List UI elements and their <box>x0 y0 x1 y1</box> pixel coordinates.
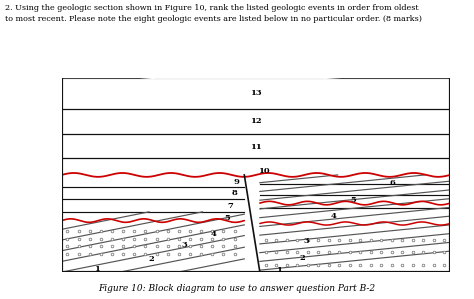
Text: 2. Using the geologic section shown in Figure 10, rank the listed geologic event: 2. Using the geologic section shown in F… <box>5 4 422 23</box>
Text: 1: 1 <box>276 266 282 274</box>
Text: 2: 2 <box>148 255 154 263</box>
Text: 11: 11 <box>250 143 262 151</box>
Text: 9: 9 <box>234 178 239 186</box>
Text: 8: 8 <box>232 189 237 197</box>
Text: 7: 7 <box>228 202 234 210</box>
Text: 4: 4 <box>210 230 216 238</box>
Text: 5: 5 <box>350 196 356 204</box>
Text: 12: 12 <box>250 118 262 126</box>
Text: 13: 13 <box>250 89 262 97</box>
Text: Figure 10: Block diagram to use to answer question Part B-2: Figure 10: Block diagram to use to answe… <box>99 284 375 293</box>
Text: 3: 3 <box>304 237 310 245</box>
Text: 4: 4 <box>331 212 337 220</box>
Text: 5: 5 <box>224 214 230 222</box>
Text: 1: 1 <box>94 265 100 273</box>
Text: 10: 10 <box>258 167 270 175</box>
Text: 3: 3 <box>181 241 187 249</box>
Text: 2: 2 <box>300 254 305 262</box>
Text: 6: 6 <box>389 179 395 187</box>
